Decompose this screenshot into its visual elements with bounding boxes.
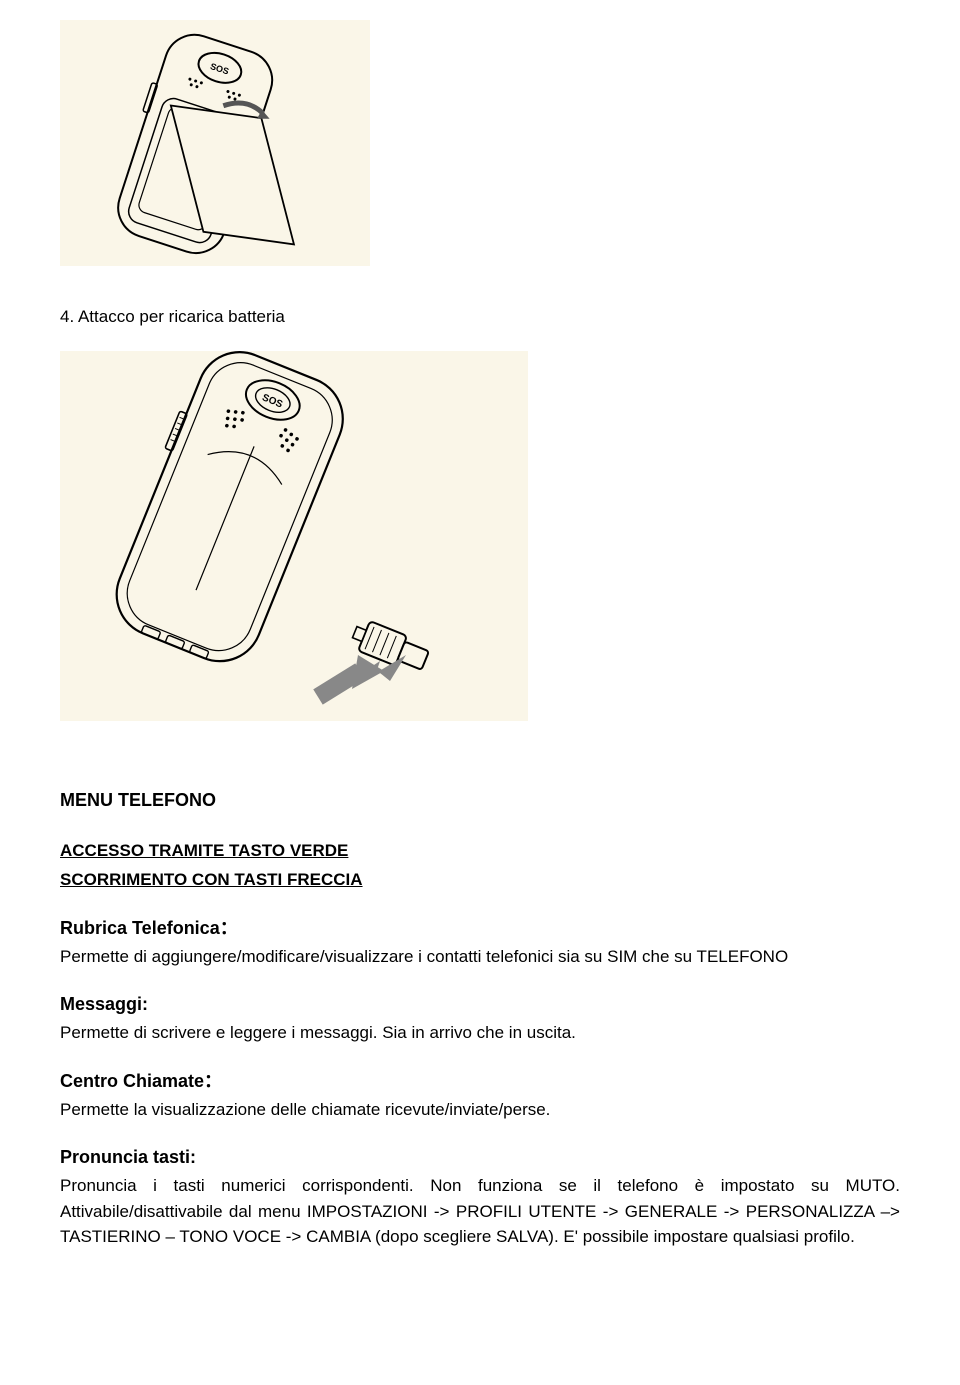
rubrica-title: Rubrica Telefonica： — [60, 915, 900, 942]
pronuncia-body: Pronuncia i tasti numerici corrispondent… — [60, 1173, 900, 1250]
figure-charger-connection: SOS — [60, 351, 528, 721]
pronuncia-title: Pronuncia tasti: — [60, 1144, 900, 1171]
access-line-1: ACCESSO TRAMITE TASTO VERDE — [60, 838, 900, 864]
centro-title: Centro Chiamate： — [60, 1068, 900, 1095]
caption-charger: 4. Attacco per ricarica batteria — [60, 304, 900, 330]
caption-text: 4. Attacco per ricarica batteria — [60, 307, 285, 326]
centro-body: Permette la visualizzazione delle chiama… — [60, 1097, 900, 1123]
phone-charger-illustration: SOS — [60, 351, 528, 721]
rubrica-body: Permette di aggiungere/modificare/visual… — [60, 944, 900, 970]
phone-battery-illustration: SOS — [60, 20, 370, 266]
figure-battery-removal: SOS — [60, 20, 370, 266]
access-line-2: SCORRIMENTO CON TASTI FRECCIA — [60, 867, 900, 893]
messaggi-title: Messaggi: — [60, 991, 900, 1018]
menu-title: MENU TELEFONO — [60, 787, 900, 814]
messaggi-body: Permette di scrivere e leggere i messagg… — [60, 1020, 900, 1046]
